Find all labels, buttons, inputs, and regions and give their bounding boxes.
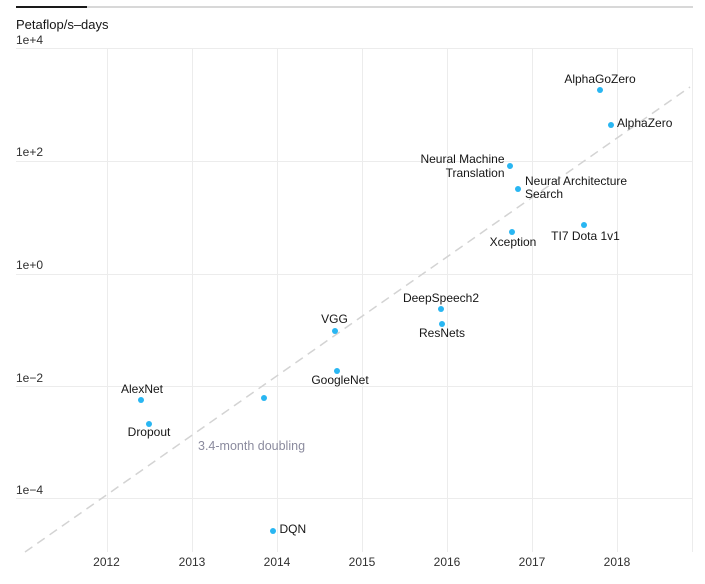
data-point-googlenet <box>334 367 340 374</box>
data-point-unlabeled <box>261 395 267 401</box>
y-gridline <box>16 386 692 387</box>
top-rule-accent <box>16 6 87 8</box>
data-point-alphazero <box>608 122 614 128</box>
data-point-xception <box>509 229 515 235</box>
data-point-dropout <box>146 420 152 427</box>
x-axis-tick-label: 2013 <box>178 555 206 569</box>
point-label-deepspeech2: DeepSpeech2 <box>402 290 480 305</box>
y-gridline <box>16 273 692 275</box>
y-gridline <box>16 160 692 162</box>
x-axis-tick-label: 2018 <box>603 555 631 569</box>
point-label-dropout: Dropout <box>127 424 171 439</box>
x-gridline <box>532 48 533 552</box>
point-label-alphazero: AlphaZero <box>617 116 673 130</box>
x-axis-tick-label: 2016 <box>433 555 461 569</box>
trend-annotation: 3.4-month doubling <box>198 439 306 453</box>
point-label-neural-architecture-search: Neural Architecture Search <box>525 173 628 202</box>
x-gridline <box>447 48 448 552</box>
x-axis-tick-label: 2015 <box>348 555 376 569</box>
x-gridline <box>277 48 278 552</box>
data-point-neural-machine-translation <box>506 163 513 169</box>
y-axis-tick-label: 1e+2 <box>16 145 44 159</box>
data-point-dqn <box>269 527 276 534</box>
point-label-dqn: DQN <box>279 521 307 536</box>
point-label-neural-machine-translation: Neural Machine Translation <box>420 152 505 180</box>
y-axis-tick-label: 1e+0 <box>16 258 44 272</box>
y-axis-unit-label: Petaflop/s–days <box>16 17 109 32</box>
data-point-vgg <box>331 328 338 334</box>
y-axis-tick-label: 1e−4 <box>16 482 44 497</box>
x-gridline <box>362 48 363 552</box>
data-point-resnets <box>439 321 445 327</box>
data-point-alphagozero <box>597 86 603 93</box>
point-label-xception: Xception <box>489 235 537 249</box>
top-rule <box>16 6 693 8</box>
x-gridline <box>106 48 108 552</box>
point-label-ti7-dota-1v1: TI7 Dota 1v1 <box>551 228 620 243</box>
point-label-alexnet: AlexNet <box>120 382 164 396</box>
data-point-deepspeech2 <box>438 305 444 312</box>
data-point-neural-architecture-search <box>515 185 521 192</box>
y-gridline <box>16 498 692 499</box>
point-label-alphagozero: AlphaGoZero <box>564 71 636 86</box>
x-axis-tick-label: 2017 <box>518 555 546 569</box>
y-axis-tick-label: 1e+4 <box>16 32 44 47</box>
x-axis-tick-label: 2012 <box>93 555 120 569</box>
y-axis-tick-label: 1e−2 <box>16 370 44 385</box>
data-point-alexnet <box>138 397 144 403</box>
x-gridline <box>192 48 193 552</box>
x-gridline <box>692 48 693 552</box>
point-label-googlenet: GoogleNet <box>311 372 369 387</box>
x-axis-tick-label: 2014 <box>263 555 291 569</box>
x-gridline <box>617 48 618 552</box>
data-point-ti7-dota-1v1 <box>580 221 587 228</box>
y-gridline <box>16 48 692 49</box>
point-label-resnets: ResNets <box>418 326 466 340</box>
point-label-vgg: VGG <box>321 312 348 326</box>
doubling-trend-line <box>24 86 691 553</box>
